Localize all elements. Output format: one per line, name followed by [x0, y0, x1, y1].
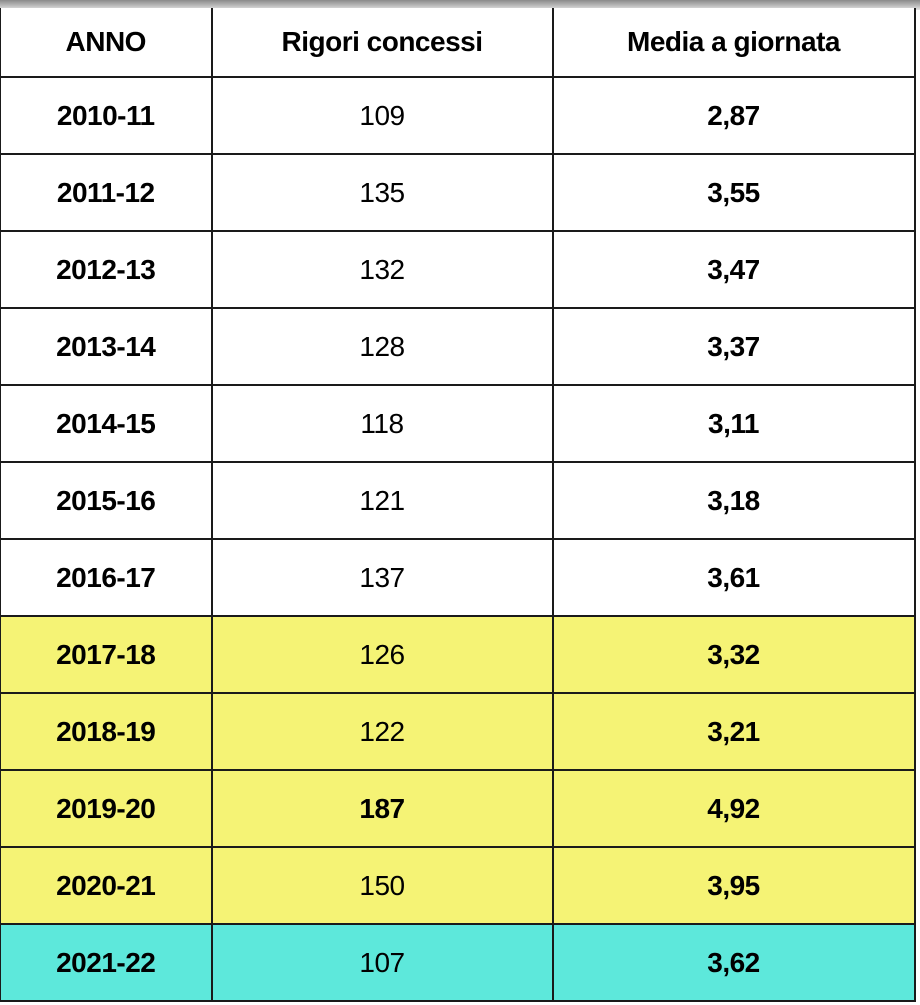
table-row: 2011-12 135 3,55 [0, 153, 916, 232]
cell-rigori: 150 [210, 846, 554, 925]
table-row-highlighted: 2020-21 150 3,95 [0, 846, 916, 925]
cell-rigori: 107 [210, 923, 554, 1002]
cell-rigori: 128 [210, 307, 554, 386]
cell-rigori: 126 [210, 615, 554, 694]
cell-rigori: 122 [210, 692, 554, 771]
table-row: 2012-13 132 3,47 [0, 230, 916, 309]
header-media-a-giornata: Media a giornata [551, 8, 916, 78]
cell-media: 3,32 [551, 615, 916, 694]
table-row: 2014-15 118 3,11 [0, 384, 916, 463]
table-row: 2015-16 121 3,18 [0, 461, 916, 540]
table-row: 2010-11 109 2,87 [0, 76, 916, 155]
cell-anno: 2015-16 [0, 461, 213, 540]
header-rigori-concessi: Rigori concessi [210, 8, 554, 78]
penalties-table: ANNO Rigori concessi Media a giornata 20… [0, 8, 916, 1002]
cell-media: 3,18 [551, 461, 916, 540]
cell-anno: 2013-14 [0, 307, 213, 386]
cell-anno: 2021-22 [0, 923, 213, 1002]
table-row-highlighted: 2017-18 126 3,32 [0, 615, 916, 694]
cell-anno: 2012-13 [0, 230, 213, 309]
cell-anno: 2011-12 [0, 153, 213, 232]
cell-anno: 2019-20 [0, 769, 213, 848]
cell-rigori: 187 [210, 769, 554, 848]
cell-rigori: 132 [210, 230, 554, 309]
cell-media: 3,11 [551, 384, 916, 463]
cell-anno: 2010-11 [0, 76, 213, 155]
table-row-highlighted: 2018-19 122 3,21 [0, 692, 916, 771]
cell-media: 3,37 [551, 307, 916, 386]
cell-rigori: 135 [210, 153, 554, 232]
cell-anno: 2018-19 [0, 692, 213, 771]
cell-anno: 2017-18 [0, 615, 213, 694]
cell-media: 3,62 [551, 923, 916, 1002]
cell-media: 2,87 [551, 76, 916, 155]
table-row: 2013-14 128 3,37 [0, 307, 916, 386]
header-row: ANNO Rigori concessi Media a giornata [0, 8, 916, 78]
cell-rigori: 118 [210, 384, 554, 463]
cell-anno: 2020-21 [0, 846, 213, 925]
cell-media: 3,21 [551, 692, 916, 771]
cell-rigori: 109 [210, 76, 554, 155]
cell-media: 3,61 [551, 538, 916, 617]
top-shadow-bar [0, 0, 920, 10]
cell-rigori: 137 [210, 538, 554, 617]
header-anno: ANNO [0, 8, 213, 78]
cell-media: 3,55 [551, 153, 916, 232]
cell-rigori: 121 [210, 461, 554, 540]
table-row-current-season: 2021-22 107 3,62 [0, 923, 916, 1002]
cell-media: 3,47 [551, 230, 916, 309]
cell-media: 3,95 [551, 846, 916, 925]
table-row-highlighted: 2019-20 187 4,92 [0, 769, 916, 848]
cell-anno: 2016-17 [0, 538, 213, 617]
table-row: 2016-17 137 3,61 [0, 538, 916, 617]
cell-media: 4,92 [551, 769, 916, 848]
cell-anno: 2014-15 [0, 384, 213, 463]
